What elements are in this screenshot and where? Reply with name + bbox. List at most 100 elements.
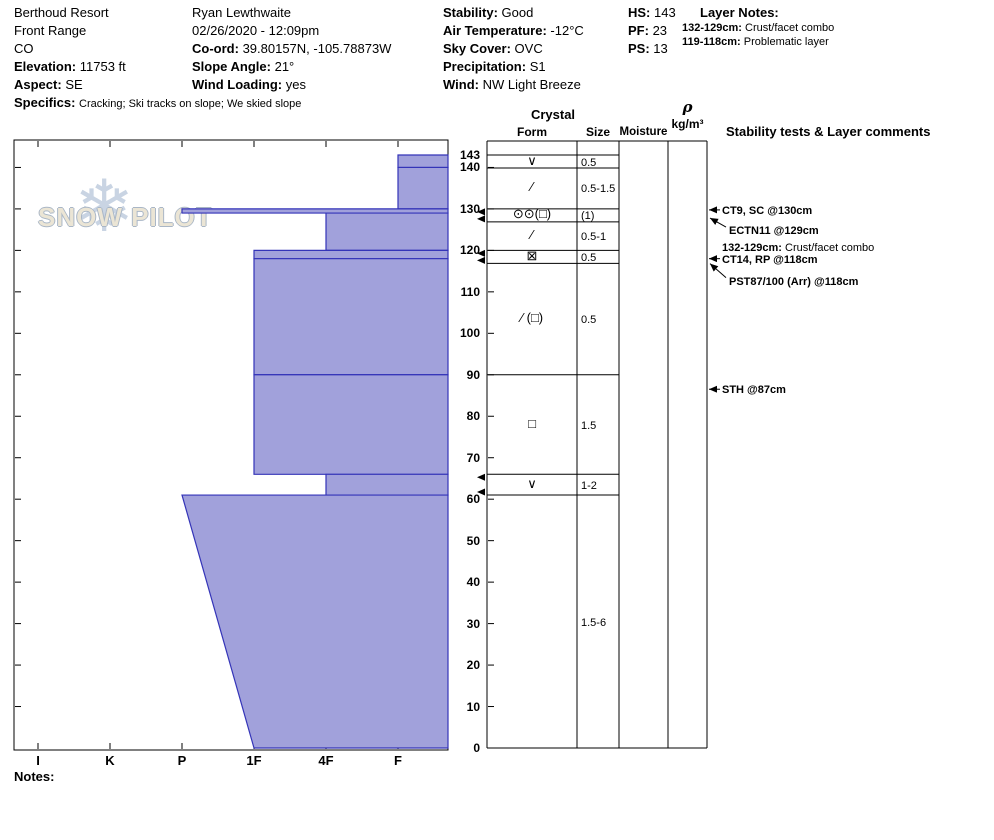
site-name: Berthoud Resort bbox=[14, 5, 109, 20]
size-column-header: Size bbox=[585, 125, 610, 139]
slope-angle-field: Slope Angle: 21° bbox=[192, 59, 295, 74]
depth-label: 50 bbox=[466, 533, 480, 548]
density-symbol-header: ρ bbox=[682, 98, 693, 116]
depth-label: 140 bbox=[459, 160, 480, 175]
grain-size-value: 1.5-6 bbox=[581, 616, 607, 629]
header-totals-block: HS: 143 PF: 23 PS: 13 bbox=[628, 4, 676, 58]
hardness-axis-label: I bbox=[36, 753, 40, 768]
flagged-layer-arrow-icon bbox=[477, 488, 485, 496]
moisture-column-header: Moisture bbox=[619, 126, 668, 138]
depth-label: 30 bbox=[466, 616, 480, 631]
flagged-layer-arrow-icon bbox=[477, 473, 485, 481]
hardness-axis-label: 1F bbox=[246, 753, 262, 768]
depth-label: 40 bbox=[466, 575, 480, 590]
layer-notes-title: Layer Notes: bbox=[700, 5, 779, 20]
grain-size-value: 1-2 bbox=[581, 479, 597, 492]
stability-field: Stability: Good bbox=[443, 5, 534, 20]
layer-note: 132-129cm: Crust/facet combo bbox=[682, 22, 835, 34]
depth-label: 110 bbox=[460, 284, 480, 299]
crystal-form-symbol: ⊠ bbox=[526, 247, 538, 263]
layer-notes-block: Layer Notes: 132-129cm: Crust/facet comb… bbox=[682, 4, 834, 49]
wind-loading-field: Wind Loading: yes bbox=[192, 77, 306, 92]
flagged-layer-arrow-icon bbox=[477, 256, 485, 264]
snow-layer bbox=[253, 374, 449, 475]
grain-size-value: 0.5 bbox=[581, 314, 597, 327]
depth-label: 130 bbox=[459, 201, 480, 216]
snow-layer bbox=[397, 166, 449, 210]
density-units-header: kg/m³ bbox=[671, 117, 704, 131]
crystal-form-symbol: ∕ bbox=[530, 179, 534, 195]
specifics-field: Specifics: Cracking; Ski tracks on slope… bbox=[14, 95, 302, 110]
depth-label: 90 bbox=[466, 367, 480, 382]
grain-size-value: 1.5 bbox=[581, 419, 597, 432]
grain-size-value: 0.5-1 bbox=[581, 231, 607, 244]
flagged-layer-arrow-icon bbox=[477, 208, 485, 216]
form-column-header: Form bbox=[517, 125, 547, 139]
depth-label: 10 bbox=[466, 699, 480, 714]
wind-field: Wind: NW Light Breeze bbox=[443, 77, 581, 92]
header-observer-block: Ryan Lewthwaite 02/26/2020 - 12:09pm Co-… bbox=[192, 4, 391, 94]
snow-layer bbox=[253, 258, 449, 376]
hardness-axis-label: K bbox=[105, 753, 115, 768]
notes-label: Notes: bbox=[14, 769, 55, 784]
crystal-form-symbol: ∨ bbox=[527, 152, 537, 168]
snow-layer bbox=[325, 473, 449, 496]
header-location-block: Berthoud Resort Front Range CO Elevation… bbox=[14, 4, 301, 113]
aspect-field: Aspect: SE bbox=[14, 77, 83, 92]
precipitation-field: Precipitation: S1 bbox=[443, 59, 546, 74]
site-state: CO bbox=[14, 41, 34, 56]
flagged-layer-arrow-icon bbox=[477, 215, 485, 223]
depth-label: 0 bbox=[473, 741, 480, 755]
stability-annotation: STH @87cm bbox=[722, 384, 786, 397]
snow-layer bbox=[181, 494, 449, 749]
stability-annotation: CT9, SC @130cm bbox=[722, 204, 813, 217]
annotation-arrow-icon bbox=[709, 263, 727, 279]
depth-label: 100 bbox=[459, 326, 480, 341]
crystal-header: Crystal bbox=[530, 107, 576, 122]
crystal-form-symbol: ∕ bbox=[530, 227, 534, 243]
hardness-axis-label: 4F bbox=[318, 753, 334, 768]
hardness-axis-label: F bbox=[394, 753, 402, 768]
depth-label: 20 bbox=[466, 658, 480, 673]
hs-field: HS: 143 bbox=[628, 5, 676, 20]
crystal-form-symbol: ⊙⊙(□) bbox=[512, 206, 552, 222]
observation-datetime: 02/26/2020 - 12:09pm bbox=[192, 23, 320, 38]
crystal-form-symbol: □ bbox=[528, 415, 536, 431]
crystal-form-symbol: ∨ bbox=[527, 475, 537, 491]
depth-label: 143 bbox=[459, 148, 480, 162]
air-temperature-field: Air Temperature: -12°C bbox=[443, 23, 584, 38]
sky-cover-field: Sky Cover: OVC bbox=[443, 41, 543, 56]
grain-size-value: 0.5 bbox=[581, 251, 597, 264]
snow-layer bbox=[397, 154, 449, 169]
depth-label: 120 bbox=[459, 243, 480, 258]
layer-note: 119-118cm: Problematic layer bbox=[682, 36, 829, 48]
flagged-layer-arrow-icon bbox=[477, 249, 485, 257]
snow-layer bbox=[253, 249, 449, 260]
stability-annotation: CT14, RP @118cm bbox=[722, 253, 818, 266]
stability-annotation: ECTN11 @129cm bbox=[729, 225, 819, 238]
depth-label: 60 bbox=[466, 492, 480, 507]
depth-label: 80 bbox=[466, 409, 480, 424]
observer-name: Ryan Lewthwaite bbox=[192, 5, 291, 20]
depth-label: 70 bbox=[466, 450, 480, 465]
snowpilot-watermark: ❄ SNOW PILOT bbox=[38, 168, 223, 260]
annotation-arrow-icon bbox=[709, 217, 727, 228]
hardness-axis-label: P bbox=[177, 753, 187, 768]
crystal-form-symbol: ∕ (□) bbox=[520, 310, 544, 326]
stability-annotation: PST87/100 (Arr) @118cm bbox=[729, 275, 859, 288]
ps-field: PS: 13 bbox=[628, 41, 668, 56]
snow-layer bbox=[181, 208, 449, 214]
header-conditions-block: Stability: Good Air Temperature: -12°C S… bbox=[443, 4, 584, 94]
grain-size-value: 0.5-1.5 bbox=[581, 183, 616, 196]
comments-column-header: Stability tests & Layer comments bbox=[726, 124, 931, 139]
pf-field: PF: 23 bbox=[628, 23, 668, 38]
grain-size-value: (1) bbox=[581, 210, 595, 223]
grain-size-value: 0.5 bbox=[581, 156, 597, 169]
elevation-field: Elevation: 11753 ft bbox=[14, 59, 126, 74]
watermark-text: SNOW PILOT bbox=[38, 202, 213, 232]
site-range: Front Range bbox=[14, 23, 87, 38]
snow-layer bbox=[325, 212, 449, 251]
snowflake-icon: ❄ bbox=[74, 167, 135, 247]
